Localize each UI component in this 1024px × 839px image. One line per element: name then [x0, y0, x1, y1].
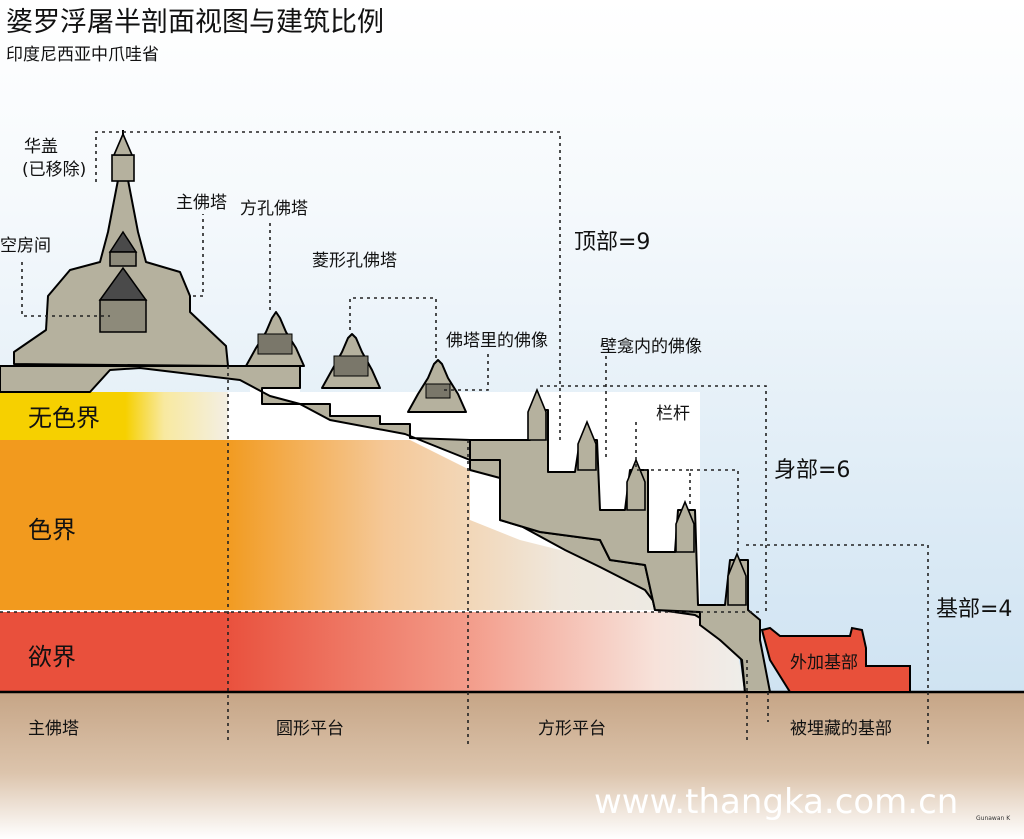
label-main-stupa: 主佛塔	[176, 193, 227, 213]
zone-desire-label: 欲界	[28, 643, 76, 671]
zone-form-label: 色界	[28, 516, 76, 544]
credit: Gunawan K	[976, 815, 1011, 822]
label-chattra: 华盖	[24, 137, 58, 157]
label-square-hole-stupa: 方孔佛塔	[240, 199, 308, 219]
monument-profile	[0, 130, 771, 693]
desire-band	[0, 612, 745, 692]
stupa-with-buddha	[407, 359, 467, 413]
base-circular-terraces: 圆形平台	[276, 719, 344, 739]
label-buddha-in-stupa: 佛塔里的佛像	[446, 331, 548, 351]
proportion-foot: 基部=4	[936, 597, 1012, 622]
page-subtitle: 印度尼西亚中爪哇省	[6, 45, 159, 65]
form-band	[0, 440, 700, 610]
diamond-hole-stupa	[321, 333, 381, 389]
zone-formless-label: 无色界	[28, 404, 100, 432]
label-chattra-note: (已移除)	[22, 160, 86, 180]
label-balustrade: 栏杆	[656, 404, 690, 424]
page-title: 婆罗浮屠半剖面视图与建筑比例	[6, 7, 384, 38]
label-buddha-in-niche: 壁龛内的佛像	[600, 337, 702, 357]
label-diamond-hole-stupa: 菱形孔佛塔	[312, 251, 397, 271]
proportion-top: 顶部=9	[574, 230, 650, 255]
guide-lines	[0, 131, 929, 744]
formless-band	[0, 392, 228, 440]
label-buried-base: 被埋藏的基部	[790, 719, 892, 739]
watermark: www.thangka.com.cn	[594, 782, 958, 822]
added-base-shape	[760, 626, 911, 693]
label-empty-room: 空房间	[0, 236, 51, 256]
square-hole-stupa	[245, 311, 305, 367]
base-main-stupa: 主佛塔	[28, 719, 79, 739]
ground	[0, 692, 1024, 839]
proportion-body: 身部=6	[774, 458, 850, 483]
base-square-terraces: 方形平台	[538, 719, 606, 739]
label-added-base: 外加基部	[790, 653, 858, 673]
